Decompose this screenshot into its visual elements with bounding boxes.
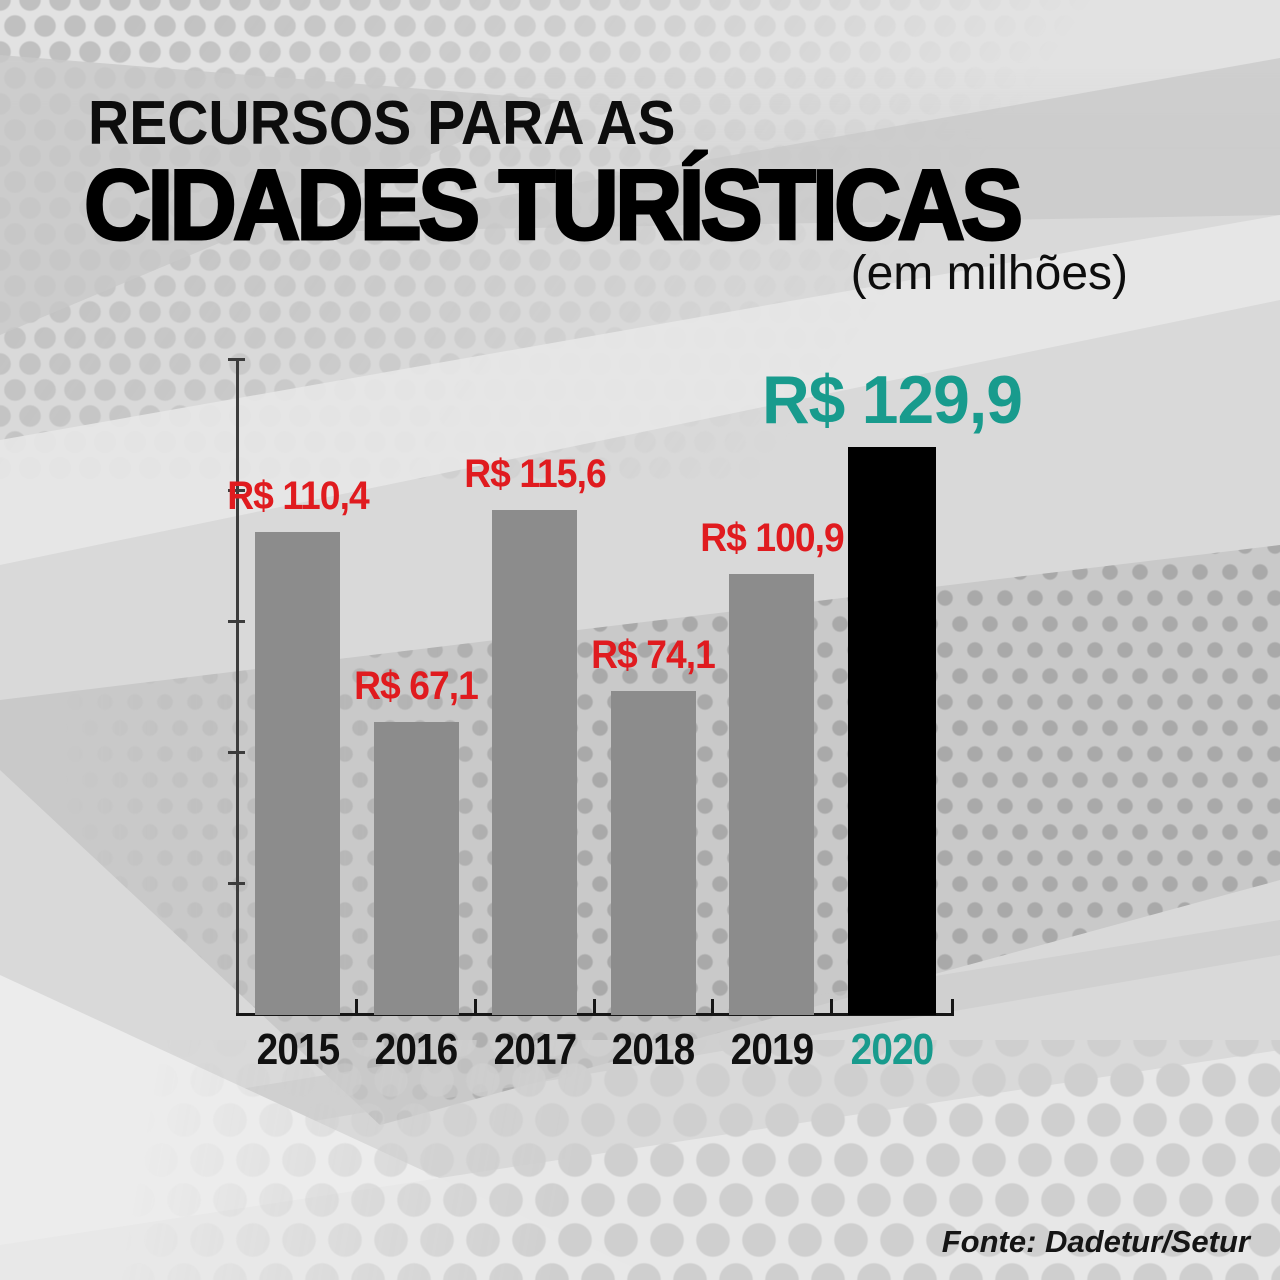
- halftone-dots-bottom-right: [0, 1040, 1280, 1280]
- y-axis-tick-150: [228, 357, 245, 361]
- bar-2019: [729, 573, 815, 1015]
- value-label-2015: R$ 110,4: [226, 474, 369, 519]
- title-subtitle: (em milhões): [850, 247, 1128, 300]
- y-axis-tick-120: [228, 488, 245, 492]
- title-line-2: CIDADES TURÍSTICAS: [83, 148, 1025, 262]
- x-axis-tick-4: [829, 999, 833, 1013]
- x-label-2017: 2017: [493, 1025, 577, 1074]
- y-axis-line: [236, 358, 239, 1015]
- bar-2018: [610, 691, 696, 1015]
- y-axis-tick-90: [228, 620, 245, 624]
- bar-2015: [255, 532, 340, 1015]
- source-credit: Fonte: Dadetur/Setur: [941, 1224, 1250, 1259]
- x-label-2019: 2019: [730, 1025, 815, 1074]
- x-label-2016: 2016: [374, 1025, 459, 1074]
- x-axis-tick-0: [355, 999, 359, 1013]
- x-label-2020: 2020: [850, 1025, 935, 1074]
- x-label-2015: 2015: [256, 1025, 340, 1074]
- value-label-2016: R$ 67,1: [354, 663, 479, 708]
- x-axis-tick-1: [473, 999, 477, 1013]
- y-axis-tick-30: [228, 882, 245, 886]
- title-line-1: RECURSOS PARA AS: [88, 89, 676, 158]
- value-label-2019: R$ 100,9: [700, 515, 844, 560]
- x-label-2018: 2018: [611, 1025, 696, 1074]
- y-axis-tick-60: [228, 751, 245, 755]
- x-axis-tick-5: [951, 999, 954, 1013]
- value-label-2017: R$ 115,6: [463, 451, 606, 496]
- bar-2016: [373, 721, 459, 1015]
- x-axis-tick-3: [711, 999, 715, 1013]
- value-label-2020: R$ 129,9: [762, 362, 1023, 439]
- x-axis-baseline: [236, 1013, 954, 1016]
- bar-2020: [848, 447, 936, 1015]
- bar-2017: [492, 509, 578, 1015]
- value-label-2018: R$ 74,1: [591, 633, 716, 678]
- x-axis-tick-2: [592, 999, 596, 1013]
